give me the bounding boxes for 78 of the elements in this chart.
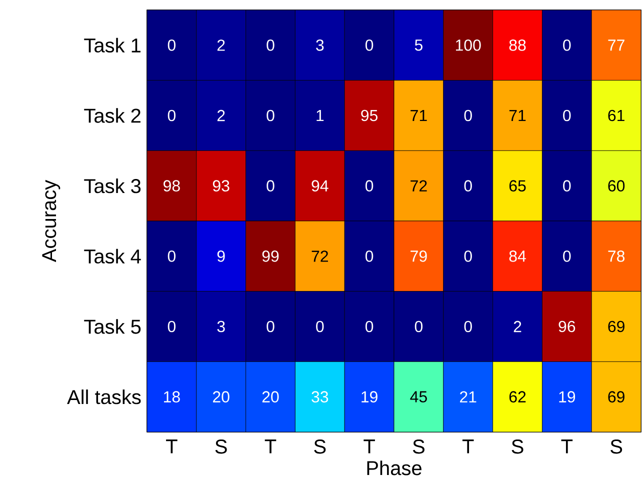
x-tick-label: T [364, 440, 375, 454]
x-tick-label: T [462, 440, 474, 454]
data-label: 94 [312, 180, 328, 192]
data-label: 0 [266, 320, 274, 332]
y-axis-title: Accuracy [42, 180, 60, 262]
data-label: 3 [316, 40, 324, 51]
y-tick-label: Task 3 [84, 178, 141, 194]
data-label: 2 [217, 40, 225, 51]
data-label: 0 [365, 40, 374, 51]
data-label: 2 [514, 320, 522, 332]
data-label: 0 [563, 40, 571, 51]
data-label: 88 [509, 40, 526, 51]
data-label: 0 [168, 320, 176, 332]
data-label: 2 [217, 110, 225, 122]
data-label: 18 [164, 391, 180, 403]
data-label: 79 [410, 250, 427, 262]
data-label: 5 [414, 40, 422, 51]
data-label: 20 [213, 391, 230, 403]
data-label: 95 [361, 110, 378, 122]
x-tick-label: T [561, 440, 573, 454]
data-label: 1 [316, 110, 324, 122]
data-label: 3 [217, 320, 225, 332]
y-tick-label: Task 4 [84, 248, 141, 264]
data-label: 84 [509, 250, 526, 262]
data-label: 9 [217, 250, 225, 262]
data-label: 0 [316, 320, 324, 332]
data-label: 78 [608, 250, 625, 262]
data-label: 72 [410, 180, 427, 192]
data-label: 0 [168, 40, 176, 51]
data-label: 71 [410, 110, 427, 122]
data-label: 21 [460, 391, 476, 402]
data-label: 0 [266, 40, 274, 51]
data-label: 99 [262, 250, 279, 262]
data-label: 0 [365, 250, 374, 262]
data-label: 69 [608, 320, 624, 332]
data-label: 0 [365, 180, 374, 192]
data-label: 0 [168, 110, 176, 122]
y-tick-label: Task 5 [84, 319, 141, 334]
data-label: 0 [563, 110, 571, 122]
x-tick-label: S [610, 440, 622, 454]
data-label: 0 [563, 180, 571, 192]
data-label: 61 [608, 110, 624, 122]
data-label: 0 [365, 320, 374, 332]
x-tick-label: S [314, 440, 326, 454]
data-label: 20 [262, 391, 279, 403]
data-label: 0 [464, 110, 472, 122]
data-label: 0 [563, 250, 571, 262]
data-label: 33 [312, 391, 328, 403]
data-label: 0 [464, 250, 472, 262]
data-label: 72 [312, 250, 328, 262]
data-label: 0 [414, 320, 423, 332]
data-label: 0 [464, 320, 472, 332]
x-tick-label: S [412, 440, 424, 454]
data-label: 0 [266, 110, 274, 122]
data-label: 19 [362, 391, 378, 403]
x-axis-title: Phase [367, 460, 422, 476]
data-label: 0 [464, 180, 472, 192]
x-tick-label: S [215, 440, 227, 454]
y-tick-label: Task 2 [84, 108, 140, 123]
data-label: 60 [608, 180, 625, 192]
y-tick-label: Task 1 [84, 38, 140, 53]
data-label: 100 [456, 40, 481, 51]
data-label: 98 [164, 180, 180, 192]
x-tick-label: S [512, 440, 524, 454]
data-label: 19 [559, 391, 576, 403]
data-label: 93 [212, 180, 230, 192]
data-label: 0 [266, 180, 274, 192]
data-label: 69 [608, 391, 624, 403]
data-label: 62 [509, 391, 526, 403]
data-label: 65 [509, 180, 526, 192]
y-tick-label: All tasks [67, 389, 141, 404]
data-label: 71 [509, 110, 526, 122]
data-label: 45 [410, 391, 427, 402]
data-label: 0 [168, 250, 176, 262]
data-label: 96 [558, 320, 576, 332]
data-label: 77 [608, 40, 624, 51]
x-tick-label: T [166, 440, 178, 454]
x-tick-label: T [264, 440, 276, 454]
